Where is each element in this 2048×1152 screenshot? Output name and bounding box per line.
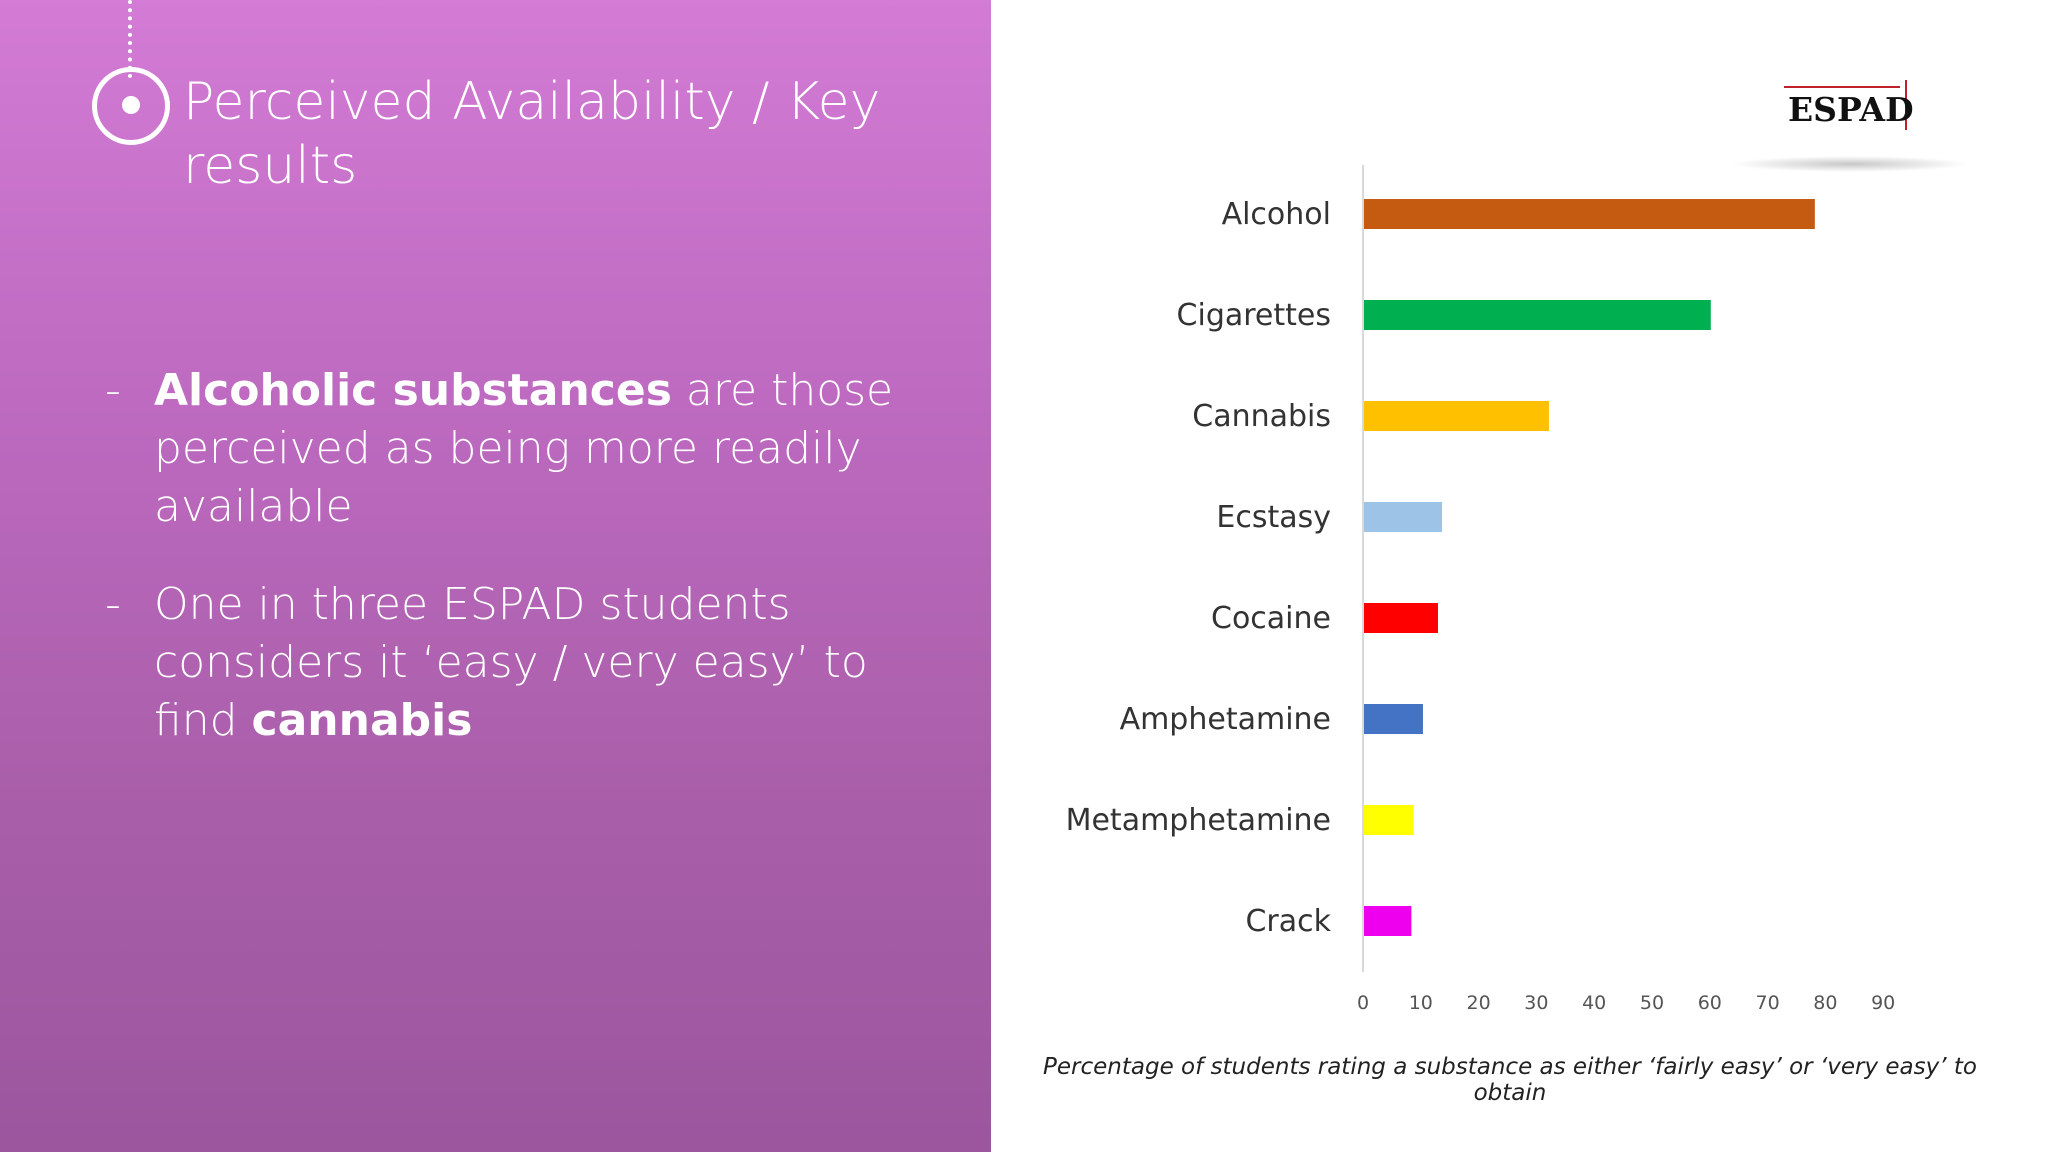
bar-cannabis: [1364, 401, 1549, 431]
bar-metamphetamine: [1364, 805, 1414, 835]
category-label-cocaine: Cocaine: [1211, 601, 1331, 636]
bullet-alcohol: - Alcoholic substances are those perceiv…: [105, 362, 905, 536]
bullet-bold-text: Alcoholic substances: [154, 365, 672, 416]
x-tick-label: 70: [1756, 992, 1780, 1014]
logo-shadow: [1730, 156, 1970, 172]
bullet-text: are those perceived as being more readil…: [154, 365, 894, 532]
x-tick-label: 90: [1871, 992, 1895, 1014]
category-label-metamphetamine: Metamphetamine: [1066, 803, 1331, 838]
bullet-dash: -: [105, 365, 121, 416]
left-panel: Perceived Availability / Key results - A…: [0, 0, 991, 1152]
logo-accent-cross-icon: [1905, 80, 1907, 130]
category-label-amphetamine: Amphetamine: [1120, 702, 1331, 737]
bar-cigarettes: [1364, 300, 1711, 330]
bar-crack: [1364, 906, 1412, 936]
logo-accent-bar: [1784, 86, 1900, 88]
category-label-alcohol: Alcohol: [1222, 197, 1331, 232]
category-label-cannabis: Cannabis: [1192, 399, 1331, 434]
x-tick-label: 30: [1524, 992, 1548, 1014]
bar-ecstasy: [1364, 502, 1443, 532]
category-labels-group: Alcohol Cigarettes Cannabis Ecstasy Cocaine A…: [1066, 197, 1332, 939]
bullet-cannabis: - One in three ESPAD students considers …: [105, 576, 905, 750]
logo-text: ESPAD: [1788, 90, 1914, 129]
category-label-crack: Crack: [1245, 904, 1331, 939]
bar-amphetamine: [1364, 704, 1423, 734]
espad-logo: ESPAD: [1784, 80, 1916, 136]
bullet-bold-text: cannabis: [251, 695, 473, 746]
tick-labels-group: 0 10 20 30 40 50 60 70 80 90: [1357, 992, 1895, 1014]
key-results-list: - Alcoholic substances are those perceiv…: [105, 362, 905, 790]
category-label-ecstasy: Ecstasy: [1216, 500, 1331, 535]
timeline-connector: [128, 0, 132, 78]
slide-title: Perceived Availability / Key results: [183, 72, 881, 196]
bullet-dash: -: [105, 579, 121, 630]
x-tick-label: 60: [1698, 992, 1722, 1014]
timeline-dot-icon: [122, 96, 140, 114]
chart-caption: Percentage of students rating a substanc…: [1043, 1054, 1977, 1106]
x-tick-label: 10: [1409, 992, 1433, 1014]
category-label-cigarettes: Cigarettes: [1177, 298, 1331, 333]
bullet-text: One in three ESPAD students considers it…: [154, 579, 868, 746]
x-tick-label: 20: [1467, 992, 1491, 1014]
x-tick-label: 50: [1640, 992, 1664, 1014]
availability-bar-chart: Alcohol Cigarettes Cannabis Ecstasy Cocaine A…: [1066, 165, 1895, 1014]
x-tick-label: 0: [1357, 992, 1369, 1014]
x-tick-label: 40: [1582, 992, 1606, 1014]
bars-group: [1364, 199, 1815, 936]
bar-cocaine: [1364, 603, 1438, 633]
timeline-ring-icon: [92, 67, 170, 145]
x-tick-label: 80: [1813, 992, 1837, 1014]
bar-alcohol: [1364, 199, 1815, 229]
